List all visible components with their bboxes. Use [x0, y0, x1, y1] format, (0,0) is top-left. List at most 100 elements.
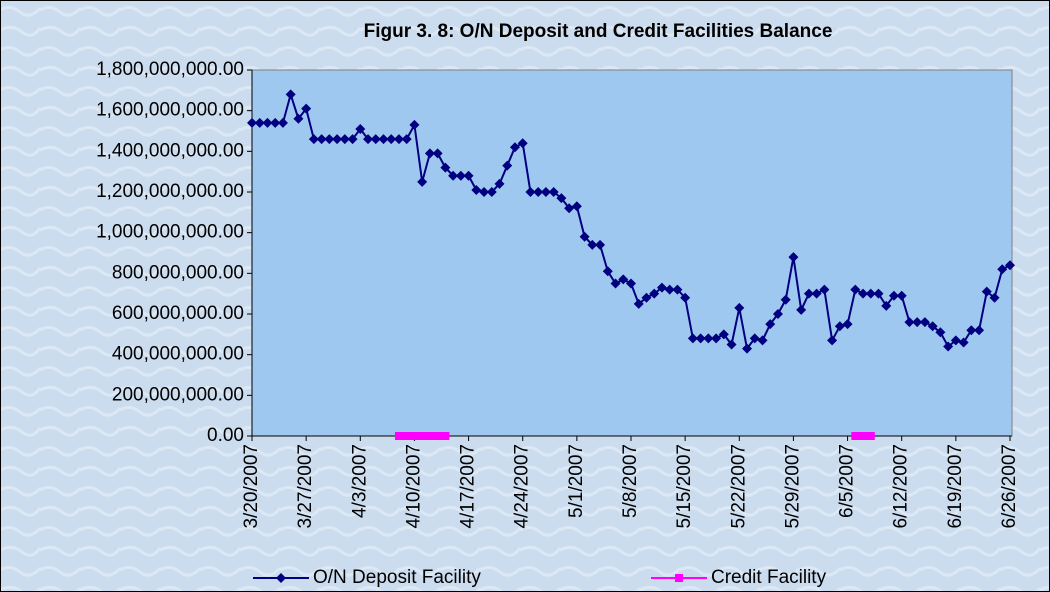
chart-title: Figur 3. 8: O/N Deposit and Credit Facil…	[364, 21, 833, 42]
data-point	[610, 278, 621, 289]
data-point	[989, 292, 1000, 303]
data-point	[788, 252, 799, 263]
data-point	[811, 288, 822, 299]
data-point	[525, 187, 536, 197]
data-point	[417, 176, 428, 187]
data-point	[772, 309, 783, 319]
data-point	[851, 432, 860, 440]
x-tick-label: 5/15/2007	[674, 444, 695, 529]
data-point	[626, 278, 636, 289]
data-point	[881, 300, 892, 311]
data-point	[247, 117, 257, 128]
data-point	[401, 134, 412, 145]
x-tick-label: 6/12/2007	[891, 444, 912, 529]
data-point	[859, 432, 868, 440]
data-point	[796, 304, 807, 315]
data-point	[517, 138, 528, 149]
data-point	[432, 148, 443, 159]
data-point	[664, 284, 675, 295]
data-point	[687, 333, 698, 344]
y-tick-label: 600,000,000.00	[112, 303, 244, 324]
legend-marker	[675, 574, 683, 582]
data-point	[324, 134, 335, 145]
data-point	[672, 284, 683, 295]
data-point	[927, 321, 938, 332]
data-point	[564, 203, 575, 214]
x-tick-label: 6/5/2007	[837, 444, 858, 518]
data-point	[726, 339, 737, 350]
data-point	[595, 239, 606, 250]
data-point	[974, 325, 985, 336]
data-point	[935, 327, 946, 338]
data-point	[827, 335, 838, 346]
data-point	[749, 333, 760, 344]
x-tick-label: 5/29/2007	[782, 444, 803, 529]
data-point	[277, 117, 288, 128]
data-point	[943, 341, 954, 352]
y-tick-label: 1,200,000,000.00	[96, 181, 244, 202]
data-point	[571, 201, 582, 212]
data-point	[494, 178, 505, 189]
data-point	[370, 134, 381, 145]
y-tick-label: 200,000,000.00	[112, 384, 244, 405]
x-tick-label: 4/10/2007	[403, 444, 424, 529]
y-tick-label: 1,800,000,000.00	[96, 59, 244, 80]
data-point	[293, 113, 304, 124]
data-point	[402, 432, 411, 440]
x-tick-label: 5/1/2007	[566, 444, 587, 518]
data-point	[780, 294, 791, 305]
data-point	[873, 288, 884, 299]
data-point	[997, 264, 1008, 275]
data-point	[463, 170, 474, 181]
data-point	[409, 119, 420, 130]
data-point	[347, 134, 358, 145]
data-point	[308, 134, 319, 145]
data-point	[1005, 260, 1015, 271]
data-point	[703, 333, 714, 344]
y-tick-label: 800,000,000.00	[112, 262, 244, 283]
data-point	[433, 432, 442, 440]
x-tick-label: 6/26/2007	[999, 444, 1020, 529]
data-point	[339, 134, 350, 145]
x-tick-label: 5/8/2007	[620, 444, 641, 518]
data-point	[842, 319, 853, 330]
data-point	[656, 282, 667, 293]
x-tick-label: 6/19/2007	[945, 444, 966, 529]
data-point	[602, 266, 613, 277]
data-point	[819, 284, 830, 295]
data-point	[981, 286, 992, 297]
x-tick-label: 4/24/2007	[512, 444, 533, 529]
plot-area	[251, 69, 1013, 437]
data-point	[363, 134, 374, 145]
data-point	[850, 284, 861, 295]
data-point	[641, 292, 652, 303]
data-point	[441, 432, 450, 440]
data-point	[355, 123, 366, 134]
data-point	[479, 187, 490, 197]
y-tick-label: 1,600,000,000.00	[96, 100, 244, 121]
data-point	[904, 317, 915, 328]
y-tick-label: 1,000,000,000.00	[96, 222, 244, 243]
data-point	[386, 134, 397, 145]
data-point	[711, 333, 722, 344]
data-point	[742, 343, 753, 354]
data-point	[455, 170, 466, 181]
x-tick-label: 4/3/2007	[349, 444, 370, 518]
data-point	[548, 187, 559, 197]
data-point	[633, 298, 644, 309]
data-point	[858, 288, 869, 299]
data-point	[533, 187, 544, 197]
y-tick-label: 400,000,000.00	[112, 344, 244, 365]
data-point	[649, 288, 660, 299]
legend-label: O/N Deposit Facility	[313, 567, 481, 588]
x-tick-label: 4/17/2007	[458, 444, 479, 529]
data-point	[502, 160, 513, 171]
data-point	[509, 142, 520, 153]
data-point	[378, 134, 389, 145]
data-point	[486, 187, 497, 197]
x-tick-label: 5/22/2007	[728, 444, 749, 529]
data-point	[966, 325, 977, 336]
data-point	[579, 231, 590, 242]
